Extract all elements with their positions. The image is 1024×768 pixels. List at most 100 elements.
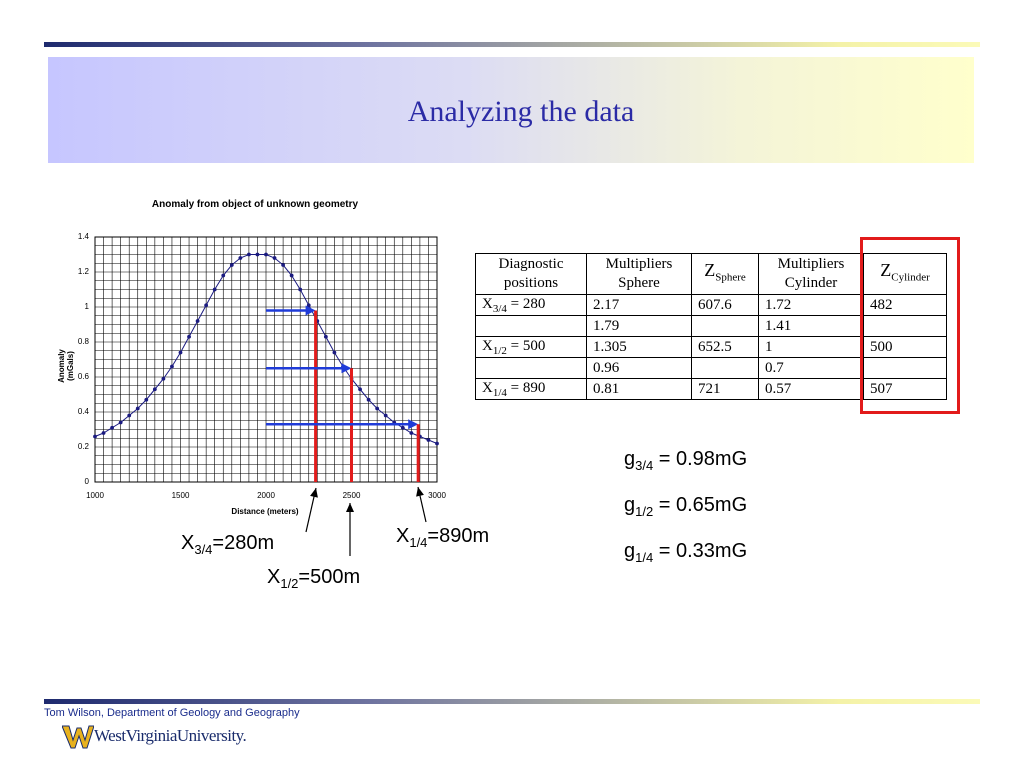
cell-position (475, 357, 587, 379)
callout-pointer-x12-head (346, 503, 354, 512)
cell-z-sphere: 607.6 (691, 294, 759, 316)
cell-mult-sphere: 0.96 (586, 357, 692, 379)
diagnostic-table: Diagnostic positions Multipliers Sphere … (475, 253, 947, 400)
chart-annotation-arrowhead (408, 419, 419, 430)
callout-x14: X1/4=890m (396, 525, 490, 550)
cell-mult-cylinder: 0.7 (758, 357, 864, 379)
chart-y-tick-label: 0 (84, 477, 89, 486)
chart-data-point (110, 425, 114, 430)
chart-data-point (229, 263, 234, 267)
cell-position: X1/4 = 890 (475, 378, 587, 400)
chart-data-point (127, 413, 132, 418)
chart-data-point (426, 438, 431, 442)
footer-credit: Tom Wilson, Department of Geology and Ge… (44, 707, 300, 719)
cell-mult-cylinder: 1 (758, 336, 864, 358)
chart-x-axis-label: Distance (meters) (231, 507, 299, 516)
callout-pointer-x34-head (310, 488, 318, 498)
chart-data-point (383, 413, 388, 418)
table-row: 0.96 0.7 (475, 357, 947, 379)
chart-data-point (264, 252, 268, 257)
chart-y-tick-label: 1 (84, 302, 89, 311)
chart-data-point (400, 425, 405, 430)
g-value-14: g1/4 = 0.33mG (624, 540, 748, 565)
chart-y-tick-label: 0.2 (77, 442, 89, 451)
chart-data-point (144, 397, 149, 402)
cell-z-cylinder: 482 (863, 294, 947, 316)
cell-z-sphere: 652.5 (691, 336, 759, 358)
chart-data-point (306, 303, 311, 308)
top-divider-bar (44, 42, 980, 47)
chart-data-point (101, 431, 106, 435)
chart-y-tick-label: 0.4 (77, 407, 89, 416)
chart-y-tick-label: 1.2 (77, 267, 89, 276)
chart-y-tick-label: 0.6 (77, 372, 89, 381)
cell-mult-cylinder: 0.57 (758, 378, 864, 400)
cell-position: X3/4 = 280 (475, 294, 587, 316)
callout-pointer-x14-head (416, 487, 424, 497)
chart-data-point (323, 334, 328, 339)
chart-data-point (409, 431, 414, 435)
title-band: Analyzing the data (48, 57, 974, 163)
chart-annotation-arrowhead (341, 363, 352, 374)
wvu-logo: WestVirginiaUniversity. (62, 722, 247, 754)
slide-title: Analyzing the data (407, 95, 635, 128)
header-multipliers-sphere: Multipliers Sphere (586, 253, 692, 295)
chart-data-point (435, 441, 439, 446)
cell-mult-cylinder: 1.41 (758, 315, 864, 337)
chart-data-point (238, 256, 243, 260)
header-z-cylinder: ZCylinder (863, 253, 947, 295)
cell-position: X1/2 = 500 (475, 336, 587, 358)
chart-data-point (170, 364, 174, 369)
chart-data-point (272, 256, 277, 260)
chart-title: Anomaly from object of unknown geometry (151, 199, 359, 210)
header-z-sphere: ZSphere (691, 253, 759, 295)
cell-position (475, 315, 587, 337)
chart-data-point (195, 319, 200, 323)
chart-x-tick-label: 3000 (428, 491, 446, 500)
table-row: X1/4 = 890 0.81 721 0.57 507 (475, 378, 947, 400)
chart-data-point (93, 434, 97, 439)
g-value-12: g1/2 = 0.65mG (624, 494, 748, 519)
callout-x12: X1/2=500m (267, 566, 361, 591)
header-diagnostic-positions: Diagnostic positions (475, 253, 587, 295)
chart-plot-border (94, 236, 438, 483)
table-row: X3/4 = 280 2.17 607.6 1.72 482 (475, 294, 947, 316)
chart-data-point (118, 420, 123, 425)
bottom-divider-bar (44, 699, 980, 704)
chart-data-point (366, 397, 371, 402)
chart-data-point (204, 303, 209, 308)
chart-data-point (221, 273, 226, 278)
chart-y-tick-label: 1.4 (77, 232, 89, 241)
cell-mult-sphere: 0.81 (586, 378, 692, 400)
z-cylinder-highlight-box (860, 237, 960, 414)
chart-data-point (375, 406, 380, 411)
chart-data-point (332, 350, 337, 355)
cell-z-cylinder: 507 (863, 378, 947, 400)
cell-mult-sphere: 2.17 (586, 294, 692, 316)
table-header-row: Diagnostic positions Multipliers Sphere … (475, 253, 947, 295)
chart-data-point (289, 273, 294, 278)
g-value-34: g3/4 = 0.98mG (624, 448, 748, 473)
cell-mult-cylinder: 1.72 (758, 294, 864, 316)
cell-z-sphere (691, 357, 759, 379)
cell-z-sphere (691, 315, 759, 337)
chart-data-point (298, 287, 303, 292)
chart-x-tick-label: 2000 (257, 491, 275, 500)
chart-data-point (152, 387, 157, 392)
chart-data-point (255, 252, 260, 257)
wvu-logo-mark-icon (62, 725, 94, 749)
chart-data-point (161, 376, 166, 381)
callout-x34: X3/4=280m (181, 532, 275, 557)
chart-data-point (135, 406, 140, 411)
chart-data-point (247, 252, 251, 257)
chart-y-tick-label: 0.8 (77, 337, 89, 346)
cell-mult-sphere: 1.79 (586, 315, 692, 337)
chart-data-point (281, 263, 285, 267)
chart-data-point (178, 350, 183, 355)
chart-annotation-arrowhead (305, 305, 316, 316)
header-multipliers-cylinder: Multipliers Cylinder (758, 253, 864, 295)
wvu-logo-text: WestVirginiaUniversity. (94, 726, 247, 745)
chart-x-tick-label: 1500 (171, 491, 190, 500)
chart-data-point (358, 387, 362, 392)
